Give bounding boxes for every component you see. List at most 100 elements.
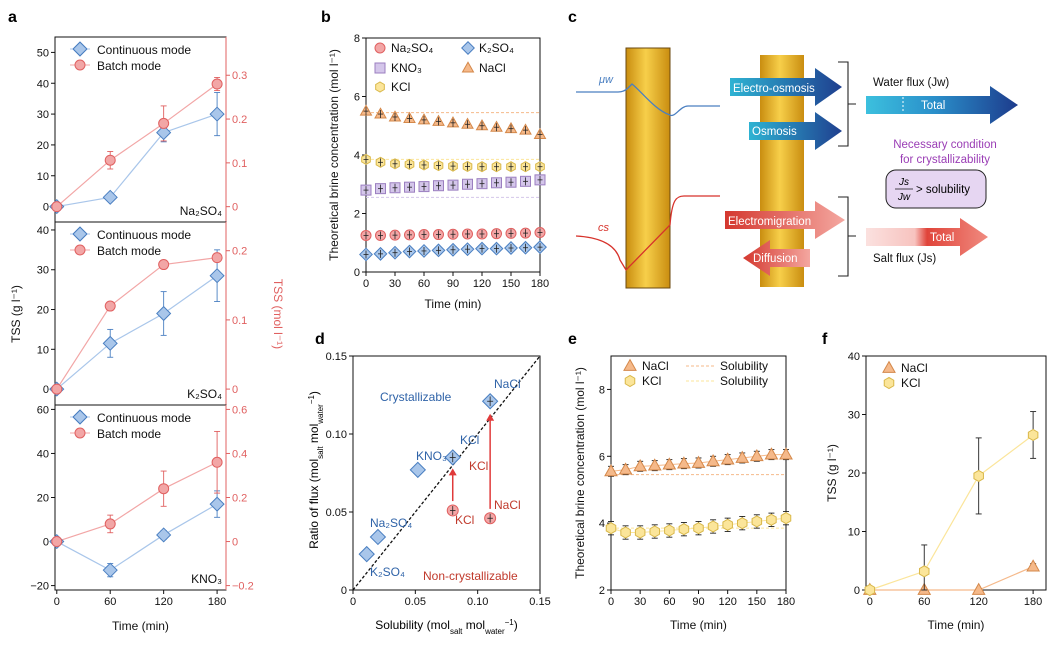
legend-label: KNO₃	[391, 61, 422, 75]
continuous-point	[369, 528, 387, 546]
data-point-triangle	[764, 447, 779, 460]
mu-w-curve	[576, 83, 720, 117]
salt-label: K₂SO₄	[187, 387, 222, 401]
right-axis-ticklabel: 0.2	[232, 493, 247, 505]
right-axis-ticklabel: 0.2	[232, 114, 247, 126]
condition-js: Js	[898, 177, 909, 188]
left-axis-ticklabel: 10	[37, 344, 49, 356]
y-axis-ticklabel: 6	[599, 451, 605, 463]
right-axis-ticklabel: 0.6	[232, 404, 247, 416]
axes-frame	[352, 355, 541, 591]
continuous-point	[156, 125, 172, 141]
data-point-hexagon	[693, 522, 704, 535]
left-axis-ticklabel: 20	[37, 305, 49, 317]
y-axis-ticklabel: 4	[354, 150, 360, 162]
point-label: NaCl	[494, 377, 521, 391]
legend-label: NaCl	[479, 61, 506, 75]
left-axis-ticklabel: 30	[37, 265, 49, 277]
legend-label: NaCl	[901, 361, 928, 375]
x-axis-ticklabel: 0.15	[529, 596, 550, 608]
data-point-triangle	[647, 458, 662, 471]
legend-label: KCl	[901, 376, 920, 390]
legend-batch-marker	[74, 59, 86, 71]
continuous-line	[56, 113, 218, 208]
y-axis-ticklabel: 0	[354, 267, 360, 279]
x-axis-label: Time (min)	[670, 618, 727, 632]
brace-salt	[838, 196, 856, 277]
y-axis-ticklabel: 0	[341, 585, 347, 597]
batch-line	[56, 461, 218, 543]
legend-label: Na₂SO₄	[391, 41, 433, 55]
x-axis-ticklabel: 90	[447, 278, 459, 290]
data-point-hexagon	[620, 526, 631, 539]
legend-batch-label: Batch mode	[97, 59, 161, 73]
panel-b-chart: 0 2 4 6 8 0 30 60 90 120 150 180 Na₂SO₄ K₂SO₄ KNO₃ NaCl…	[327, 33, 549, 311]
y-axis-ticklabel: 30	[848, 410, 860, 422]
x-axis-ticklabel: 120	[718, 596, 736, 608]
batch-point	[158, 259, 170, 271]
x-axis-ticklabel: 180	[531, 278, 549, 290]
continuous-point	[102, 335, 118, 351]
condition-box	[885, 169, 987, 209]
legend-label: KCl	[642, 374, 661, 388]
x-axis-ticklabel: 60	[418, 278, 430, 290]
panel-label-c: c	[568, 9, 577, 26]
salt-flux-label: Salt flux (Js)	[873, 253, 936, 265]
legend-continuous-label: Continuous mode	[97, 228, 191, 242]
legend-marker	[461, 61, 475, 73]
x-axis-label: Time (min)	[928, 618, 985, 632]
shift-arrowhead	[486, 413, 495, 421]
x-axis-ticklabel: 0.05	[405, 596, 426, 608]
continuous-point	[156, 305, 172, 322]
y-axis-label-part: −1	[307, 395, 316, 405]
data-point-triangle	[779, 447, 793, 460]
data-point-triangle	[662, 457, 677, 470]
region-label-lower: Non-crystallizable	[423, 569, 518, 583]
legend-batch-label: Batch mode	[97, 427, 161, 441]
point-label: Na₂SO₄	[370, 516, 412, 530]
continuous-line	[56, 275, 218, 390]
right-axis-ticklabel: 0.4	[232, 448, 247, 460]
axes-frame	[610, 355, 787, 591]
continuous-point	[209, 496, 225, 512]
region-label-upper: Crystallizable	[380, 390, 452, 404]
x-axis-ticklabel: 60	[663, 596, 675, 608]
x-axis-ticklabel: 30	[634, 596, 646, 608]
y-axis-label: Theoretical brine concentration (mol l⁻¹…	[573, 367, 587, 579]
data-point-hexagon	[766, 513, 777, 526]
left-axis-ticklabel: 60	[37, 404, 49, 416]
x-axis-label-part: mol	[462, 618, 485, 632]
x-axis-ticklabel: 0	[54, 596, 60, 608]
data-point-triangle	[706, 453, 720, 467]
y-axis-label: TSS (g l⁻¹)	[825, 444, 839, 502]
batch-point	[51, 383, 63, 395]
right-axis-ticklabel: 0	[232, 537, 238, 549]
y-axis-ticklabel: 40	[848, 351, 860, 363]
continuous-point	[209, 106, 225, 122]
data-point-hexagon	[707, 520, 719, 533]
data-point-hexagon	[1027, 428, 1039, 442]
data-point-hexagon	[664, 524, 675, 537]
panel-label-e: e	[568, 331, 577, 348]
legend-marker	[882, 360, 896, 373]
data-point-hexagon	[864, 583, 876, 597]
condition-subtitle: for crystallizability	[900, 154, 990, 166]
legend-marker	[375, 81, 385, 93]
right-axis-ticklabel: 0	[232, 384, 238, 396]
x-axis-ticklabel: 60	[104, 596, 116, 608]
batch-point	[158, 483, 170, 495]
legend-label: KCl	[391, 80, 410, 94]
series-line	[869, 434, 1034, 591]
point-label: K₂SO₄	[370, 565, 405, 579]
left-axis-ticklabel: 50	[37, 47, 49, 59]
legend-label: K₂SO₄	[479, 41, 514, 55]
water-flux-label: Water flux (Jw)	[873, 77, 949, 89]
legend-marker	[461, 41, 475, 55]
x-axis-ticklabel: 0.10	[467, 596, 488, 608]
data-point-hexagon	[649, 525, 661, 538]
right-axis-ticklabel: 0.3	[232, 70, 247, 82]
condition-formula: > solubility	[916, 184, 970, 196]
left-axis-ticklabel: 0	[43, 384, 49, 396]
x-axis-label-part: Solubility (mol	[375, 618, 450, 632]
y-axis-ticklabel: 8	[354, 33, 360, 45]
